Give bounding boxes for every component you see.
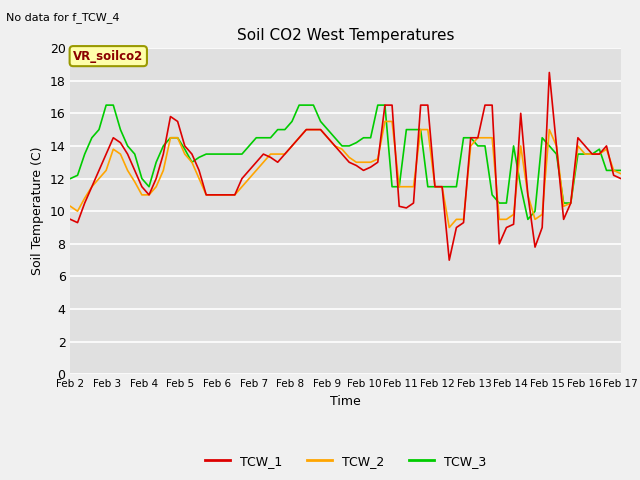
- TCW_2: [445, 225, 453, 230]
- Line: TCW_3: TCW_3: [70, 105, 621, 219]
- TCW_2: [617, 171, 625, 177]
- TCW_3: [67, 176, 74, 181]
- TCW_1: [67, 216, 74, 222]
- TCW_3: [102, 102, 110, 108]
- TCW_2: [67, 204, 74, 209]
- TCW_2: [346, 155, 353, 160]
- TCW_2: [474, 135, 482, 141]
- TCW_1: [159, 151, 167, 157]
- TCW_1: [245, 168, 253, 173]
- TCW_2: [381, 119, 388, 124]
- TCW_3: [524, 216, 532, 222]
- Text: No data for f_TCW_4: No data for f_TCW_4: [6, 12, 120, 23]
- TCW_3: [310, 102, 317, 108]
- Title: Soil CO2 West Temperatures: Soil CO2 West Temperatures: [237, 28, 454, 43]
- TCW_3: [166, 135, 174, 141]
- TCW_3: [252, 135, 260, 141]
- TCW_2: [102, 168, 110, 173]
- TCW_1: [467, 135, 474, 141]
- TCW_1: [303, 127, 310, 132]
- Line: TCW_1: TCW_1: [70, 72, 621, 260]
- TCW_1: [102, 151, 110, 157]
- Text: VR_soilco2: VR_soilco2: [73, 49, 143, 62]
- X-axis label: Time: Time: [330, 395, 361, 408]
- TCW_3: [617, 168, 625, 173]
- TCW_1: [346, 159, 353, 165]
- TCW_1: [445, 257, 453, 263]
- Legend: TCW_1, TCW_2, TCW_3: TCW_1, TCW_2, TCW_3: [200, 450, 492, 473]
- TCW_1: [617, 176, 625, 181]
- TCW_2: [245, 176, 253, 181]
- Line: TCW_2: TCW_2: [70, 121, 621, 228]
- TCW_3: [353, 140, 360, 145]
- TCW_3: [109, 102, 117, 108]
- TCW_3: [467, 135, 474, 141]
- TCW_2: [159, 168, 167, 173]
- TCW_2: [303, 127, 310, 132]
- TCW_1: [545, 70, 553, 75]
- Y-axis label: Soil Temperature (C): Soil Temperature (C): [31, 147, 44, 276]
